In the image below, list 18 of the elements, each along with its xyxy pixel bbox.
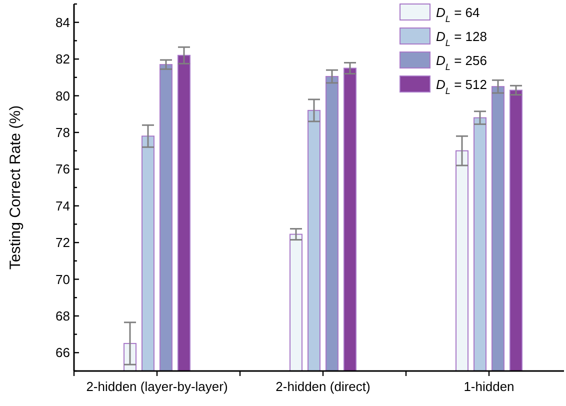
legend-label: D$_{L}$ = 128: [436, 29, 487, 48]
x-tick-label: 1-hidden: [464, 379, 514, 394]
y-tick-label: 68: [56, 308, 70, 324]
legend-label: D$_{L}$ = 256: [436, 53, 487, 72]
y-tick-label: 72: [56, 235, 70, 250]
x-tick-label: 2-hidden (direct): [276, 379, 370, 394]
y-axis-title: Testing Correct Rate (%): [7, 105, 24, 270]
y-tick-label: 76: [56, 162, 70, 177]
y-tick-label: 74: [56, 198, 70, 214]
legend-label: D$_{L}$ = 64: [436, 5, 480, 24]
legend-label: D$_{L}$ = 512: [436, 77, 487, 96]
y-tick-label: 78: [56, 125, 70, 140]
y-tick-label: 82: [56, 52, 70, 67]
y-tick-label: 80: [56, 88, 70, 104]
y-tick-label: 70: [56, 272, 70, 287]
x-tick-label: 2-hidden (layer-by-layer): [86, 379, 228, 394]
y-tick-label: 66: [56, 345, 70, 360]
y-tick-label: 84: [56, 14, 70, 30]
